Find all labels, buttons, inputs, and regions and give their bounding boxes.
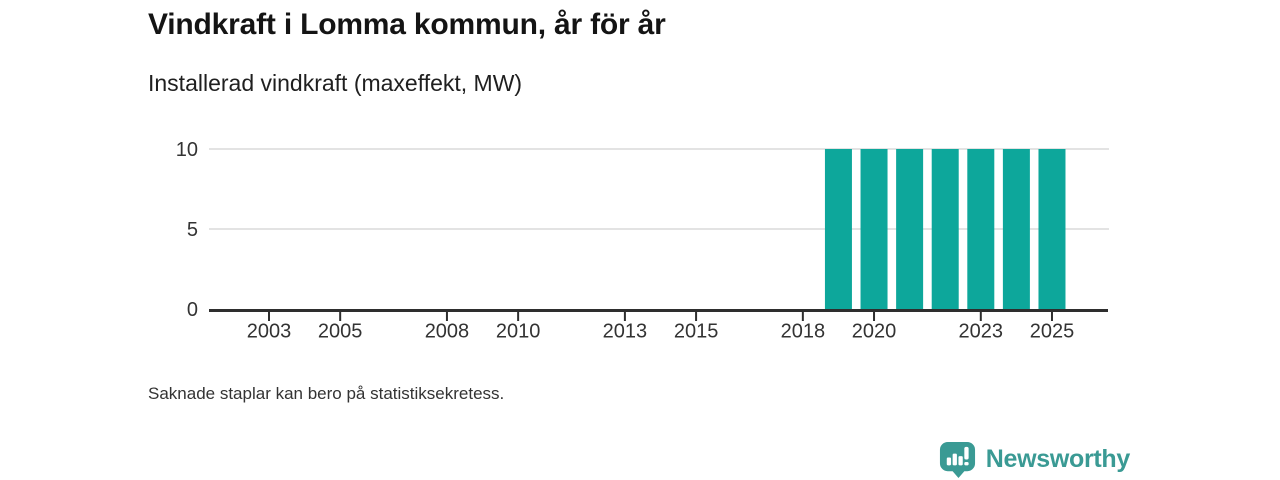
x-tick-label-2023: 2023 — [959, 321, 1004, 343]
bar-2021 — [896, 149, 924, 309]
bar-2025 — [1038, 149, 1066, 309]
x-tick-label-2020: 2020 — [852, 321, 897, 343]
newsworthy-logo: Newsworthy — [938, 440, 1130, 479]
x-tick-label-2010: 2010 — [496, 321, 541, 343]
y-tick-label-0: 0 — [187, 299, 198, 321]
chart-subtitle: Installerad vindkraft (maxeffekt, MW) — [148, 70, 523, 96]
bar-2023 — [967, 149, 995, 309]
newsworthy-wordmark: Newsworthy — [985, 445, 1131, 473]
x-tick-label-2015: 2015 — [674, 321, 719, 343]
x-tick-label-2018: 2018 — [781, 321, 826, 343]
x-tick-label-2003: 2003 — [247, 321, 292, 343]
chart-title: Vindkraft i Lomma kommun, år för år — [148, 8, 666, 41]
x-tick-label-2013: 2013 — [603, 321, 648, 343]
x-tick-label-2005: 2005 — [318, 321, 363, 343]
y-tick-label-10: 10 — [176, 139, 198, 161]
bar-2020 — [860, 149, 888, 309]
bar-2022 — [931, 149, 959, 309]
y-tick-label-5: 5 — [187, 219, 198, 241]
newsworthy-pin-barchart-icon — [939, 441, 975, 479]
chart-footnote: Saknade staplar kan bero på statistiksek… — [148, 384, 505, 403]
bar-2024 — [1002, 149, 1030, 309]
x-tick-label-2008: 2008 — [425, 321, 470, 343]
x-tick-label-2025: 2025 — [1030, 321, 1075, 343]
bar-2019 — [824, 149, 852, 309]
